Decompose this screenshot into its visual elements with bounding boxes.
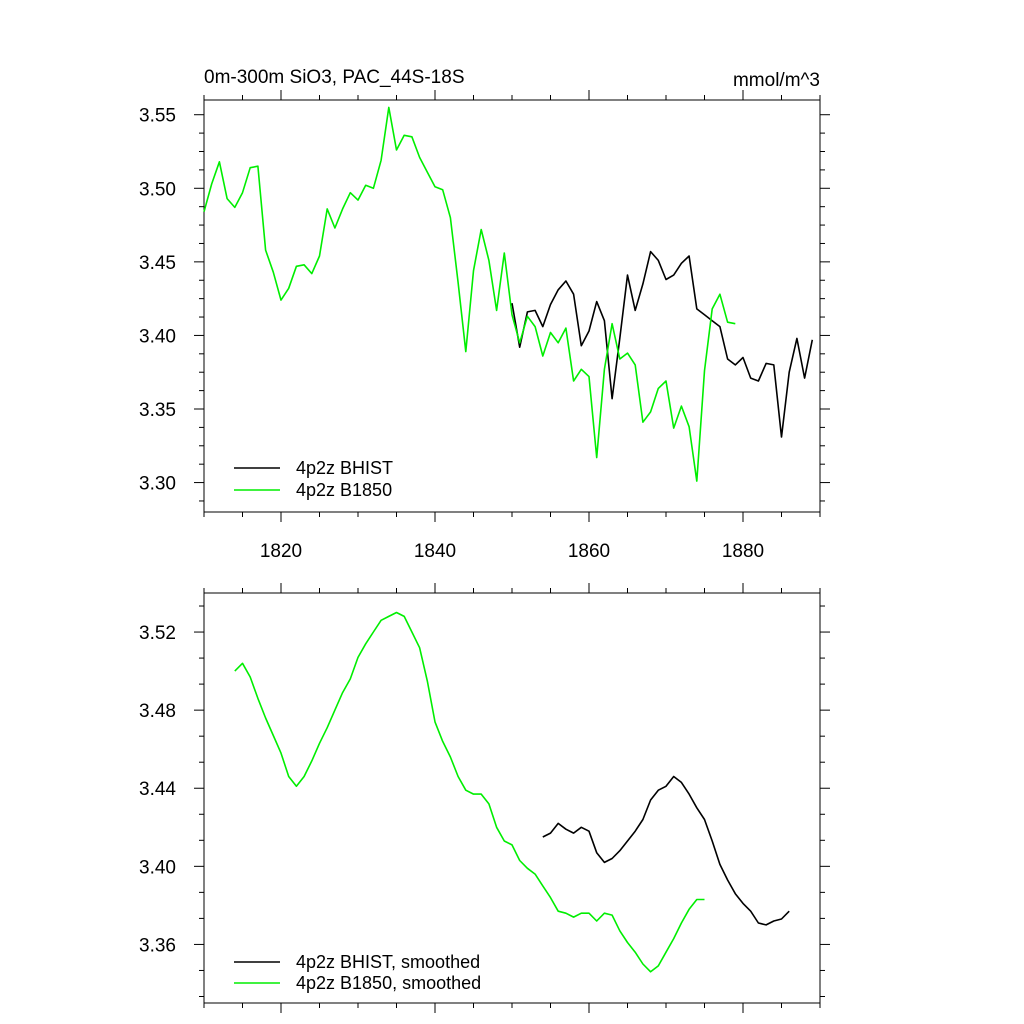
legend-label: 4p2z BHIST, smoothed <box>296 952 480 972</box>
x-tick-label: 1840 <box>414 541 456 562</box>
y-tick-label: 3.55 <box>139 106 176 127</box>
panel-title-right: mmol/m^3 <box>733 70 820 91</box>
y-tick-label: 3.45 <box>139 253 176 274</box>
plot-frame <box>203 592 821 1004</box>
series-line-bhist <box>511 250 814 438</box>
panel-title-left: 0m-300m SiO3, PAC_44S-18S <box>204 67 465 88</box>
series-line-b1850 <box>234 611 705 973</box>
x-tick-label: 1880 <box>722 541 764 562</box>
y-tick-label: 3.40 <box>139 857 176 878</box>
x-tick-label: 1820 <box>260 541 302 562</box>
y-tick-label: 3.30 <box>139 474 176 495</box>
bottom-plot-panel: 3.36 3.40 3.44 3.48 3.52 4p2z BHIST, smoothed… <box>139 583 830 1013</box>
y-tick-label: 3.50 <box>139 179 176 200</box>
series-line-bhist <box>542 775 790 926</box>
y-tick-label: 3.48 <box>139 701 176 722</box>
y-tick-label: 3.44 <box>139 779 176 800</box>
legend-label: 4p2z B1850 <box>296 480 392 500</box>
series-line-b1850 <box>203 106 736 482</box>
y-tick-label: 3.36 <box>139 935 176 956</box>
top-plot-panel: 1820 1840 1860 1880 3.30 3.35 3.40 3.45 3.50 3.55… <box>139 90 830 562</box>
y-tick-label: 3.40 <box>139 326 176 347</box>
legend-label: 4p2z BHIST <box>296 458 393 478</box>
y-tick-label: 3.52 <box>139 623 176 644</box>
y-tick-label: 3.35 <box>139 400 176 421</box>
x-tick-label: 1860 <box>568 541 610 562</box>
legend-label: 4p2z B1850, smoothed <box>296 973 481 993</box>
